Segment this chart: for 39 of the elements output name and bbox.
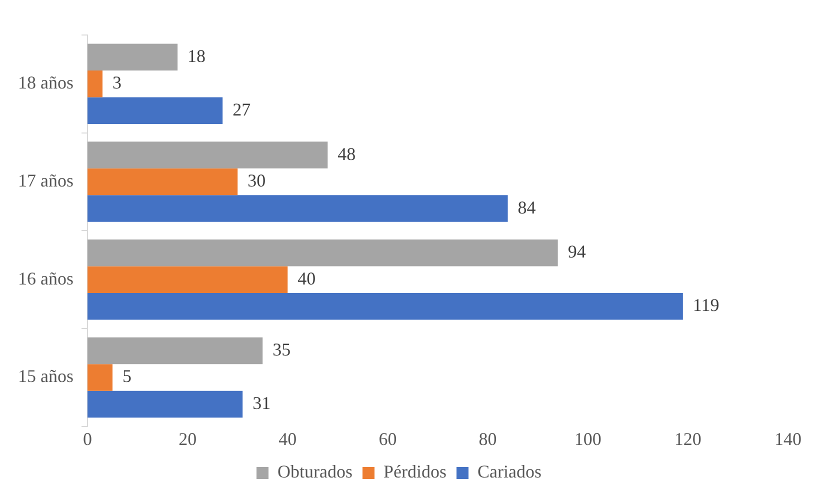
data-label: 119 [692, 295, 720, 316]
data-label: 84 [518, 197, 536, 218]
x-tick-label: 100 [574, 428, 602, 449]
bar [87, 195, 508, 222]
data-label: 94 [568, 242, 586, 262]
data-label: 18 [188, 46, 206, 66]
y-tick-label: 15 años [18, 366, 74, 386]
data-label: 40 [298, 268, 316, 288]
y-tick-label: 17 años [18, 170, 74, 191]
x-tick-label: 80 [478, 428, 497, 449]
legend-label: Pérdidos [384, 462, 446, 482]
bar [87, 364, 113, 391]
data-label: 31 [252, 392, 271, 413]
y-tick-label: 16 años [18, 268, 74, 288]
bar [87, 97, 223, 124]
bar [87, 168, 238, 196]
bar [87, 337, 263, 364]
legend-label: Cariados [478, 462, 542, 482]
data-label: 27 [232, 99, 251, 120]
data-label: 48 [338, 144, 356, 164]
bar [87, 293, 683, 320]
bar [87, 142, 328, 168]
data-label: 5 [122, 366, 132, 386]
data-label: 35 [272, 339, 291, 360]
data-label: 30 [248, 170, 266, 191]
bar [87, 44, 178, 71]
data-label: 3 [112, 72, 122, 93]
x-tick-label: 40 [278, 428, 297, 449]
x-tick-label: 20 [178, 428, 197, 449]
x-tick-label: 140 [774, 428, 802, 449]
x-tick-label: 0 [82, 428, 92, 449]
bar [87, 390, 243, 418]
legend-label: Obturados [278, 462, 353, 482]
bar [87, 240, 558, 266]
bar [87, 266, 288, 293]
y-tick-label: 18 años [18, 72, 74, 93]
x-tick-label: 120 [674, 428, 702, 449]
bar [87, 70, 103, 98]
x-tick-label: 60 [378, 428, 397, 449]
